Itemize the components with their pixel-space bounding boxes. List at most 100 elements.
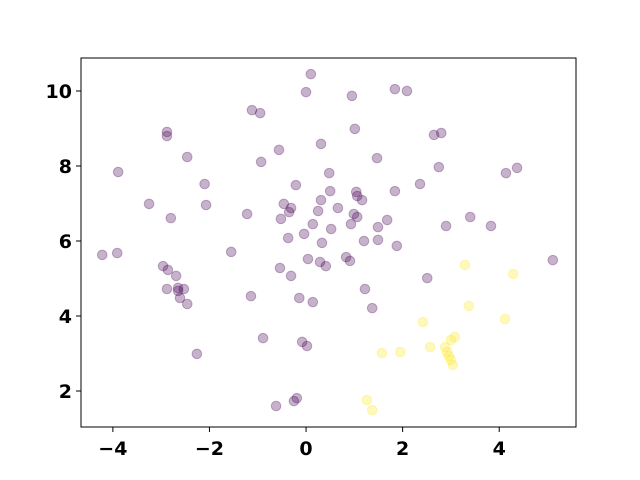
point <box>346 90 358 102</box>
point <box>315 138 327 150</box>
point <box>257 332 269 344</box>
point <box>464 211 476 223</box>
point <box>507 268 519 280</box>
point <box>293 292 305 304</box>
point <box>162 264 174 276</box>
point <box>161 126 173 138</box>
point <box>389 83 401 95</box>
point <box>376 347 388 359</box>
point <box>278 198 290 210</box>
point <box>200 199 212 211</box>
point <box>417 316 429 328</box>
point <box>157 260 169 272</box>
point <box>332 202 344 214</box>
point <box>366 404 378 416</box>
point <box>351 211 363 223</box>
point <box>312 205 324 217</box>
y-tick-label: 10 <box>46 81 72 103</box>
point <box>350 186 362 198</box>
point <box>356 194 368 206</box>
point <box>254 107 266 119</box>
point <box>161 283 173 295</box>
point <box>361 394 373 406</box>
point <box>245 290 257 302</box>
point <box>315 194 327 206</box>
point <box>433 161 445 173</box>
point <box>273 144 285 156</box>
point <box>255 156 267 168</box>
x-tick-label: 4 <box>493 438 506 460</box>
point <box>320 260 332 272</box>
point <box>302 253 314 265</box>
point <box>351 190 363 202</box>
point <box>401 85 413 97</box>
point <box>447 359 459 371</box>
x-tick-label: 0 <box>299 438 312 460</box>
point <box>307 296 319 308</box>
point <box>112 166 124 178</box>
point <box>449 331 461 343</box>
x-tick-label: −2 <box>195 438 224 460</box>
point <box>428 129 440 141</box>
point <box>424 341 436 353</box>
point <box>445 334 457 346</box>
point <box>348 208 360 220</box>
point <box>359 283 371 295</box>
plot-frame <box>80 57 577 428</box>
point <box>296 336 308 348</box>
y-tick-label: 8 <box>59 156 72 178</box>
point <box>300 86 312 98</box>
point <box>181 298 193 310</box>
point <box>500 167 512 179</box>
point <box>172 285 184 297</box>
point <box>511 162 523 174</box>
point <box>274 262 286 274</box>
point <box>174 292 186 304</box>
point <box>443 350 455 362</box>
point <box>389 185 401 197</box>
point <box>324 185 336 197</box>
point <box>463 300 475 312</box>
point <box>440 220 452 232</box>
point <box>165 212 177 224</box>
point <box>301 340 313 352</box>
point <box>225 246 237 258</box>
point <box>285 270 297 282</box>
point <box>172 282 184 294</box>
point <box>371 152 383 164</box>
x-tick-label: 2 <box>396 438 409 460</box>
y-tick-label: 4 <box>59 306 72 328</box>
y-tick-label: 2 <box>59 381 72 403</box>
point <box>372 221 384 233</box>
point <box>441 346 453 358</box>
point <box>358 235 370 247</box>
point <box>366 302 378 314</box>
point <box>181 151 193 163</box>
point <box>435 127 447 139</box>
point <box>421 272 433 284</box>
point <box>283 206 295 218</box>
point <box>305 68 317 80</box>
point <box>191 348 203 360</box>
point <box>323 167 335 179</box>
point <box>291 392 303 404</box>
point <box>499 313 511 325</box>
point <box>414 178 426 190</box>
point <box>394 346 406 358</box>
point <box>285 202 297 214</box>
point <box>275 213 287 225</box>
point <box>298 228 310 240</box>
point <box>372 234 384 246</box>
point <box>459 259 471 271</box>
point <box>290 179 302 191</box>
point <box>325 223 337 235</box>
point <box>143 198 155 210</box>
point <box>199 178 210 190</box>
point <box>246 104 258 116</box>
point <box>445 354 457 366</box>
point <box>340 251 352 263</box>
point <box>178 283 190 295</box>
point <box>161 130 173 142</box>
